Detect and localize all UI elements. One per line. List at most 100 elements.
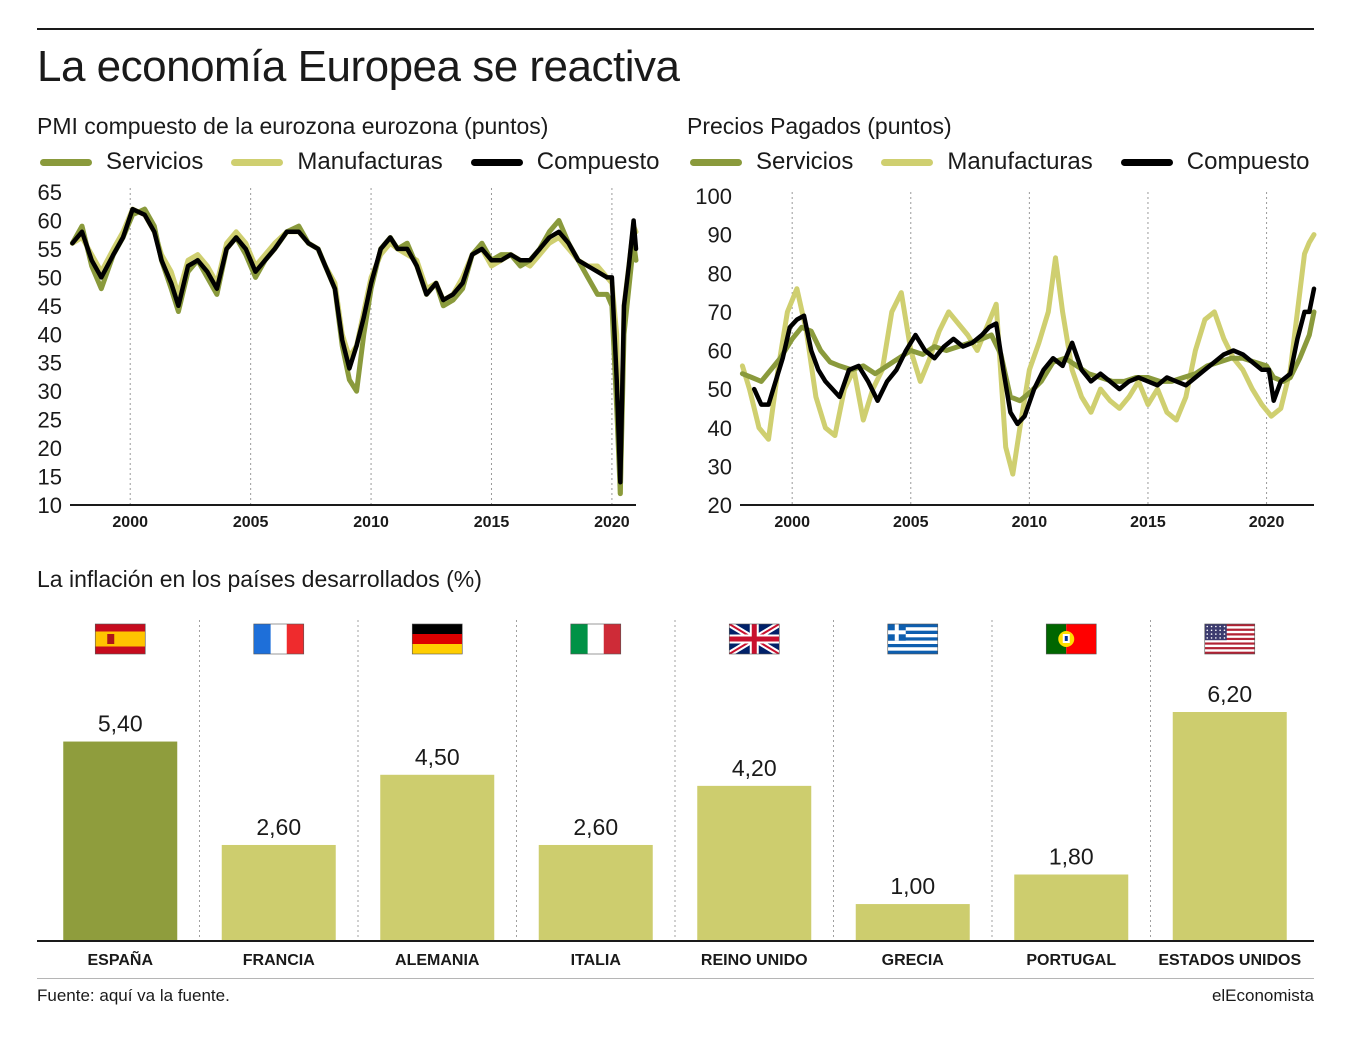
- precios-x-tick-2015: 2015: [1130, 514, 1166, 530]
- portugal-flag-icon: [1045, 623, 1097, 655]
- flag-stripe-8: [1204, 642, 1255, 645]
- flag-star: [1223, 625, 1226, 628]
- precios-legend: Servicios Manufacturas Compuesto: [690, 148, 1338, 176]
- flag-red-band: [412, 634, 463, 644]
- pmi-y-tick-15: 15: [38, 465, 62, 490]
- precios-y-tick-90: 90: [708, 223, 732, 248]
- inflation-bar-chart: 5,40 ESPAÑA 2,60 FRANCIA 4,50 ALEMANIA 2,60 ITA…: [37, 620, 1314, 969]
- pmi-y-tick-60: 60: [38, 208, 62, 233]
- flag-white-band: [270, 624, 287, 654]
- flag-border: [1045, 623, 1097, 655]
- flag-star: [1206, 625, 1209, 628]
- flag-stripe-0: [1204, 624, 1255, 627]
- bar-italia: [538, 844, 653, 941]
- flag-cross-horizontal: [887, 630, 906, 635]
- flag-star: [1219, 625, 1221, 628]
- flag-border: [94, 623, 146, 655]
- flag-star: [1223, 637, 1226, 639]
- legend-swatch-servicios: [40, 158, 92, 166]
- flag-border: [887, 623, 939, 655]
- flag-border: [253, 623, 305, 655]
- precios-x-tick-2020: 2020: [1249, 514, 1285, 530]
- flag-stripe-6: [1204, 637, 1255, 641]
- precios-series-servicios: [739, 309, 1317, 404]
- brand-logo: elEconomista: [1211, 986, 1314, 1005]
- pmi-y-tick-50: 50: [38, 265, 62, 290]
- bar-value-label-4: 4,20: [732, 755, 777, 781]
- precios-y-tick-30: 30: [708, 454, 732, 479]
- footer-rule: [37, 978, 1314, 979]
- legend-swatch-manufacturas: [231, 158, 284, 166]
- bar-value-label-6: 1,80: [1049, 844, 1094, 870]
- page-title: La economía Europea se reactiva: [37, 42, 680, 91]
- precios-series-manufacturas: [739, 232, 1317, 477]
- flag-star: [1215, 633, 1217, 635]
- precios-y-tick-100: 100: [695, 184, 732, 209]
- flag-stripe-5: [1204, 635, 1255, 638]
- bar-portugal: [1014, 874, 1129, 941]
- flag-star: [1223, 629, 1226, 632]
- flag-stripe-7: [887, 647, 938, 651]
- flag-canton: [1204, 624, 1227, 641]
- bar-category-label-2: ALEMANIA: [395, 952, 480, 969]
- flag-red-cross: [729, 624, 780, 654]
- legend-swatch-compuesto: [470, 158, 523, 166]
- bar-value-label-0: 5,40: [98, 711, 143, 737]
- pmi-x-tick-2010: 2010: [353, 514, 389, 530]
- precios-y-tick-40: 40: [708, 416, 732, 441]
- flag-star: [1215, 625, 1217, 628]
- legend-swatch-compuesto-2: [1120, 158, 1173, 166]
- flag-star: [1210, 633, 1213, 635]
- flag-border: [728, 623, 780, 655]
- inflation-chart-title: La inflación en los países desarrollados…: [37, 566, 482, 592]
- precios-y-tick-70: 70: [708, 300, 732, 325]
- precios-x-tick-2000: 2000: [774, 514, 810, 530]
- precios-chart-title: Precios Pagados (puntos): [687, 113, 952, 139]
- legend-item-compuesto: Compuesto: [470, 148, 660, 176]
- bar-alemania: [380, 774, 495, 941]
- flag-stripe-1: [1204, 626, 1255, 629]
- legend-item-servicios: Servicios: [40, 148, 203, 176]
- pmi-y-tick-10: 10: [38, 493, 62, 518]
- flag-union-jack: [729, 624, 780, 654]
- legend-item-compuesto-2: Compuesto: [1120, 148, 1310, 176]
- flag-stripe-11: [1204, 649, 1255, 652]
- precios-y-tick-60: 60: [708, 339, 732, 364]
- legend-label-compuesto-2: Compuesto: [1186, 148, 1310, 175]
- flag-coat-of-arms: [107, 634, 115, 644]
- bar-value-label-2: 4,50: [415, 744, 460, 770]
- legend-swatch-manufacturas-2: [881, 158, 934, 166]
- flag-red-band: [603, 624, 621, 654]
- bar-category-label-6: PORTUGAL: [1026, 952, 1116, 969]
- bar-category-label-3: ITALIA: [571, 952, 622, 969]
- legend-item-manufacturas: Manufacturas: [231, 148, 443, 176]
- flag-star: [1206, 629, 1209, 632]
- pmi-y-tick-45: 45: [38, 294, 62, 319]
- flag-stripe-6: [887, 644, 938, 648]
- legend-label-compuesto: Compuesto: [536, 148, 660, 175]
- legend-swatch-servicios-2: [690, 158, 742, 166]
- flag-stripe-7: [1204, 640, 1255, 643]
- uk-flag-icon: [728, 623, 780, 655]
- flag-star: [1210, 637, 1213, 639]
- legend-label-servicios-2: Servicios: [756, 148, 854, 175]
- flag-stripe-9: [1204, 644, 1255, 648]
- flag-border: [1204, 623, 1256, 655]
- bar-españa: [63, 741, 178, 941]
- flag-star: [1215, 637, 1217, 639]
- bar-grecia: [855, 904, 970, 941]
- flag-star: [1206, 633, 1209, 635]
- flag-star: [1219, 629, 1221, 632]
- flag-white-band: [587, 624, 604, 654]
- precios-x-tick-2005: 2005: [893, 514, 929, 530]
- pmi-y-tick-55: 55: [38, 237, 62, 262]
- bar-category-label-5: GRECIA: [882, 952, 945, 969]
- france-flag-icon: [253, 623, 305, 655]
- bar-category-label-7: ESTADOS UNIDOS: [1158, 952, 1301, 969]
- flag-green-band: [570, 624, 588, 654]
- pmi-x-tick-2000: 2000: [112, 514, 148, 530]
- bar-category-label-4: REINO UNIDO: [701, 952, 808, 969]
- flag-star: [1210, 625, 1213, 628]
- pmi-y-tick-35: 35: [38, 351, 62, 376]
- flag-stripe-0: [887, 624, 938, 628]
